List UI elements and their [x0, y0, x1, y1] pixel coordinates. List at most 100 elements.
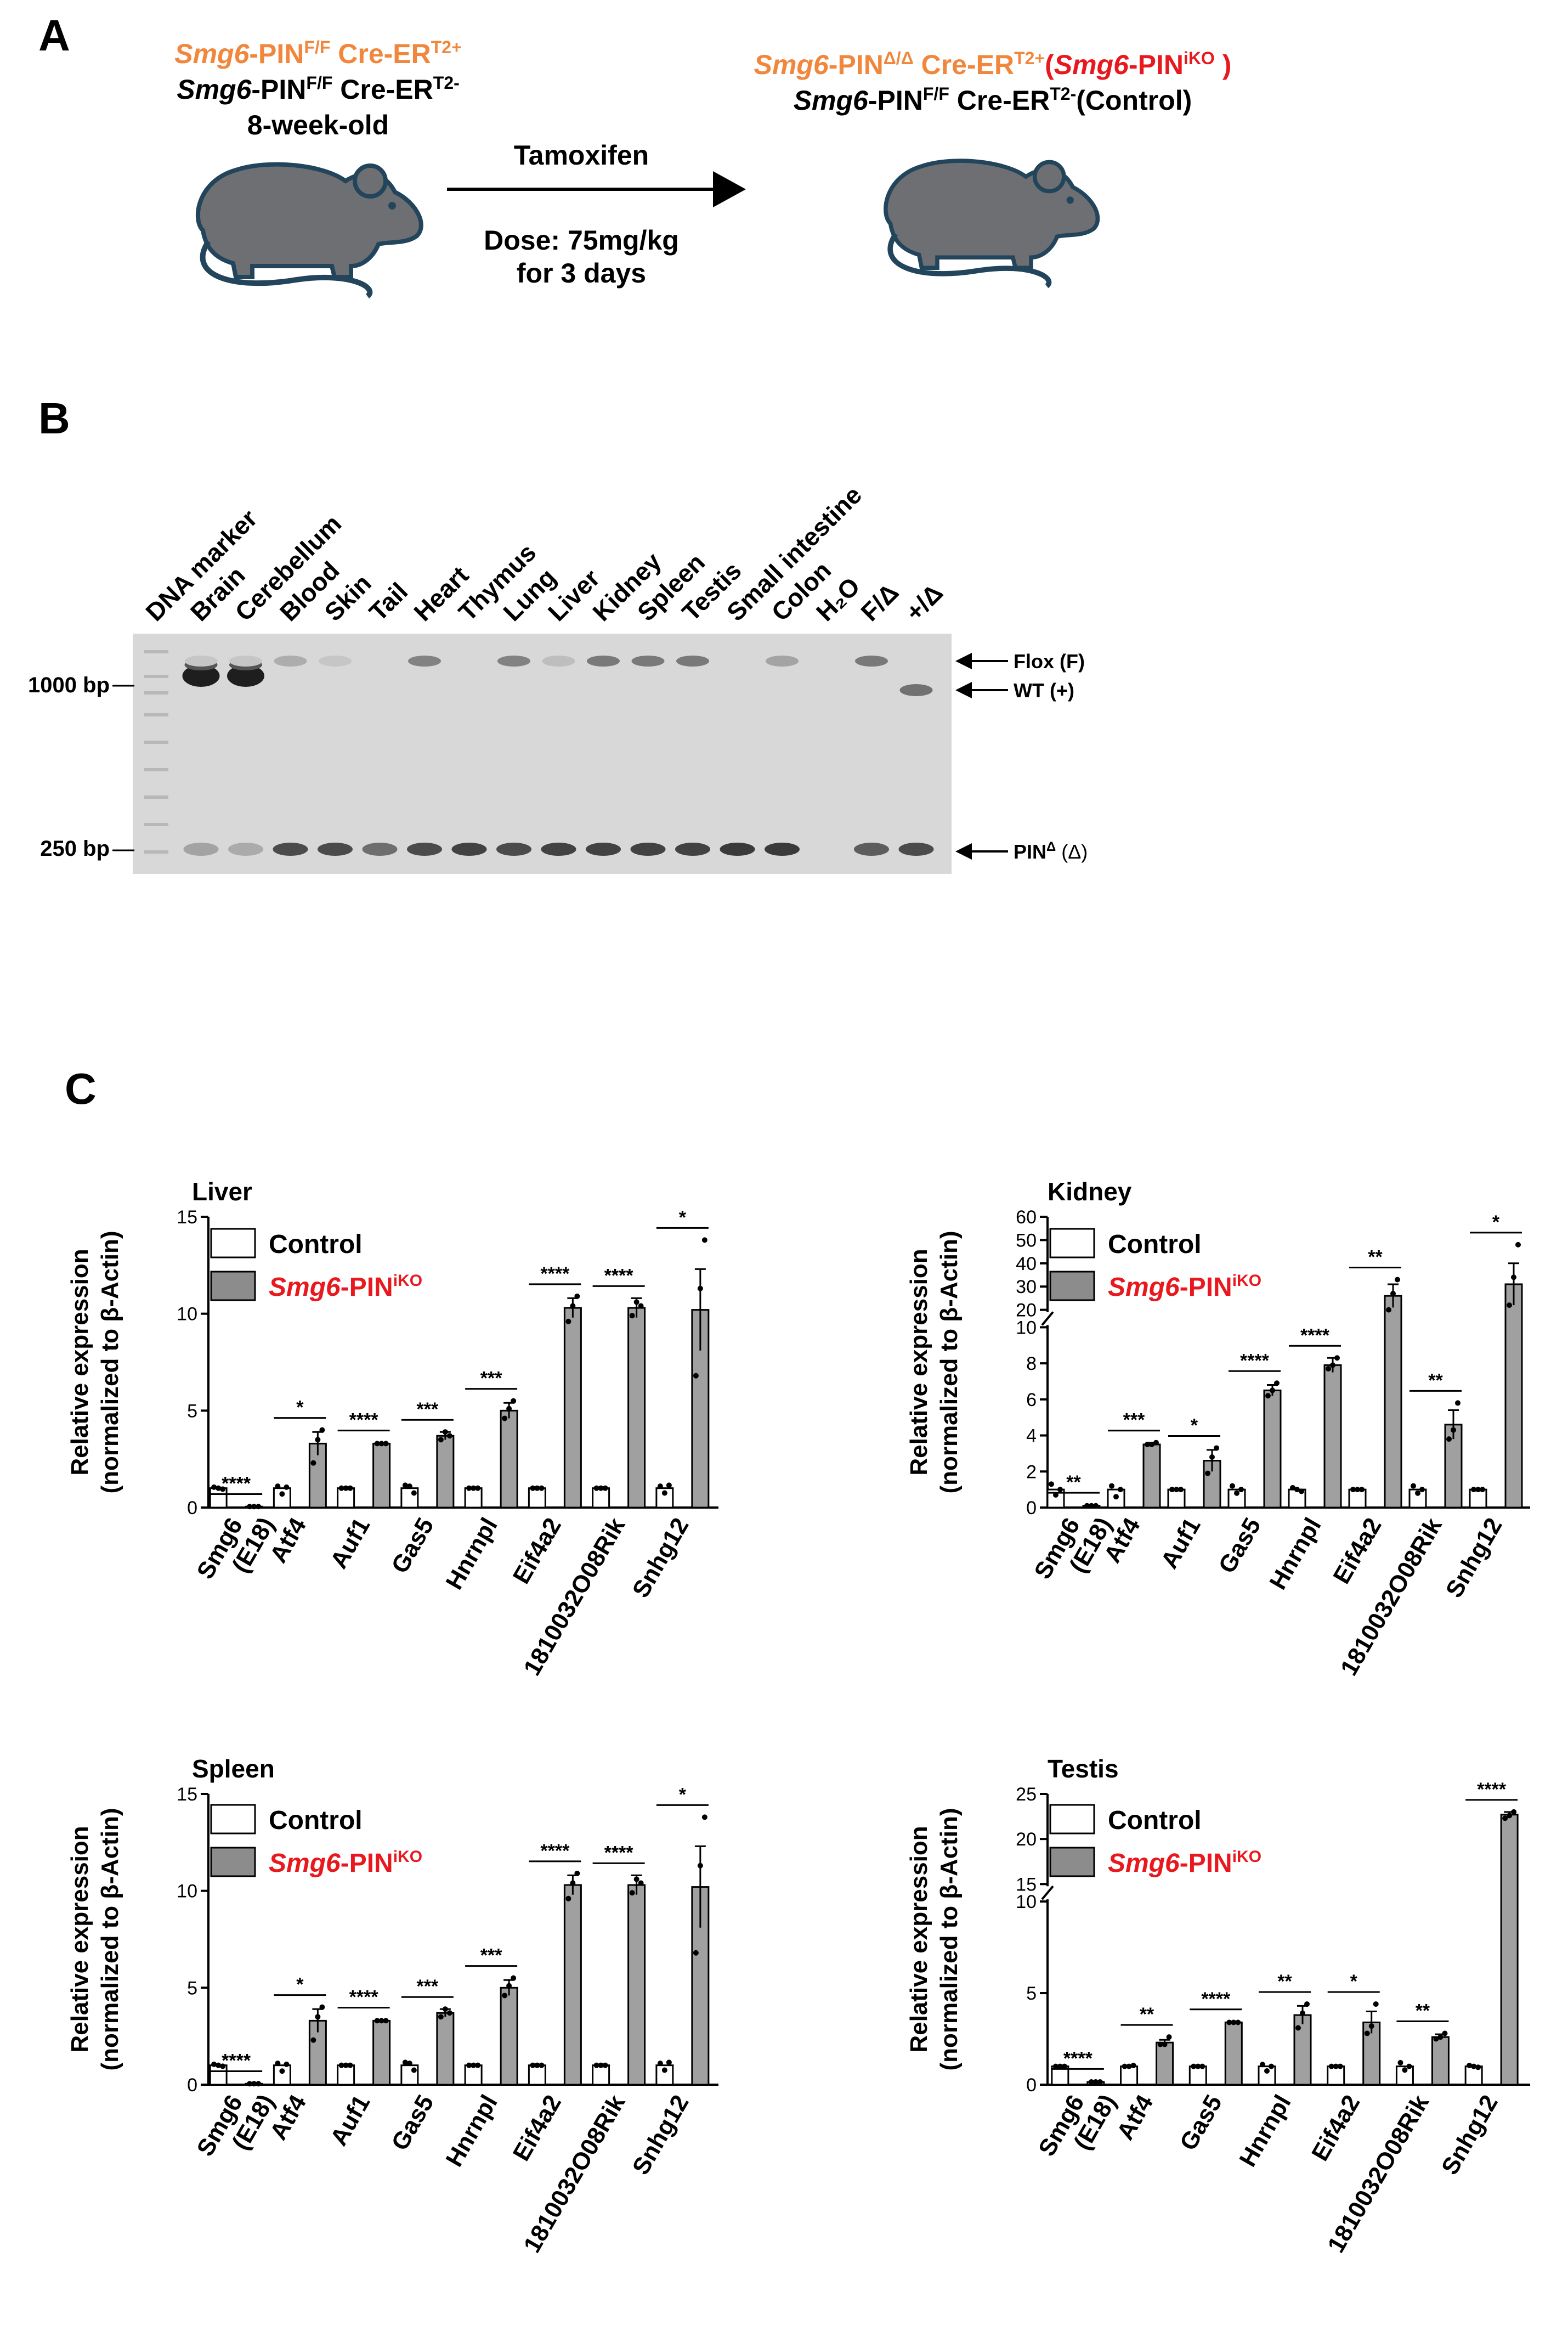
data-point	[275, 2061, 281, 2067]
data-point	[1174, 1487, 1179, 1493]
chart-title: Testis	[1048, 1754, 1119, 1783]
y-axis-label: (normalized to β-Actin)	[97, 1808, 123, 2070]
data-point	[275, 1483, 281, 1489]
gel-band	[586, 843, 621, 856]
data-point	[1093, 1503, 1099, 1509]
chart-liver: Liver Relative expression (normalized to β…	[66, 1177, 718, 1680]
data-point	[1326, 1365, 1331, 1371]
gel-band	[631, 656, 665, 667]
x-tick-label: Gas5	[386, 1514, 439, 1578]
data-point	[1364, 2030, 1370, 2036]
data-point	[402, 2059, 408, 2065]
x-tick-label: Atf4	[1112, 2090, 1158, 2144]
data-point	[1089, 1503, 1094, 1509]
data-point	[539, 2062, 545, 2068]
significance-label: **	[1066, 1472, 1081, 1493]
significance-label: ****	[1063, 2048, 1093, 2069]
bar-control	[337, 2064, 355, 2086]
size-250bp: 250 bp	[40, 837, 110, 861]
data-point	[220, 1486, 226, 1492]
y-tick-label: 10	[177, 1881, 197, 1902]
chart-legend: Control Smg6-PINiKO	[210, 1228, 422, 1302]
data-point	[1299, 1488, 1304, 1494]
band-pin-annotation: PINΔ (Δ)	[955, 839, 1088, 863]
data-point	[1455, 1400, 1461, 1406]
x-tick-label: Auf1	[325, 2091, 375, 2151]
x-tick-label: Gas5	[386, 2091, 439, 2155]
data-point	[1088, 2079, 1094, 2085]
chart-legend: Control Smg6-PINiKO	[1049, 1228, 1261, 1302]
left-genotype-line2: Smg6-PINF/F Cre-ERT2-	[177, 73, 460, 105]
data-point	[511, 1975, 517, 1981]
data-point	[1437, 2034, 1444, 2040]
data-point	[247, 2081, 253, 2087]
data-point	[1153, 1440, 1159, 1446]
data-point	[511, 1398, 517, 1404]
x-tick-label: Gas5	[1213, 1514, 1266, 1578]
x-tick-label: Hnrnpl	[1234, 2091, 1296, 2171]
data-point	[1084, 1503, 1090, 1509]
gel-band	[274, 656, 307, 667]
x-tick-label: Smg6(E18)	[191, 2076, 280, 2175]
gel-band	[496, 843, 531, 856]
bar-ko	[1263, 1389, 1282, 1509]
data-point	[701, 1237, 707, 1243]
y-tick-label: 20	[1016, 1829, 1037, 1850]
bar-control	[1188, 2065, 1207, 2086]
ladder-band	[144, 691, 168, 695]
data-point	[1290, 1485, 1295, 1491]
data-point	[402, 1482, 408, 1488]
chart-title: Liver	[192, 1177, 252, 1206]
data-point	[1515, 1241, 1521, 1248]
mouse-icon	[884, 159, 1100, 289]
data-point	[666, 2059, 672, 2065]
data-point	[1333, 2063, 1339, 2069]
ladder-band	[144, 741, 168, 744]
chart-spleen: Spleen Relative expression (normalized to …	[66, 1754, 718, 2257]
significance-label: ****	[349, 1987, 379, 2008]
data-point	[598, 1485, 604, 1491]
significance-label: **	[1140, 2004, 1154, 2025]
bar-control	[273, 1487, 291, 1509]
data-point	[1294, 1487, 1300, 1493]
y-tick-label: 5	[187, 1401, 197, 1421]
y-tick-label: 15	[177, 1784, 197, 1805]
gel-band	[407, 843, 442, 856]
data-point	[471, 2062, 477, 2068]
data-point	[1406, 2063, 1412, 2069]
data-point	[1235, 2019, 1241, 2025]
data-point	[1052, 2063, 1058, 2069]
data-point	[1118, 1487, 1123, 1493]
data-point	[633, 1876, 639, 1882]
axis-break-mark	[1041, 1311, 1054, 1326]
data-point	[1397, 2059, 1403, 2065]
panel-b-letter: B	[38, 394, 70, 443]
data-point	[506, 1406, 512, 1412]
data-point	[1471, 1487, 1476, 1493]
data-point	[530, 1485, 536, 1491]
data-point	[1145, 1441, 1150, 1447]
bar-ko	[1142, 1443, 1161, 1509]
ladder-band	[144, 795, 168, 799]
gel-lane-label: Liver	[542, 563, 605, 626]
data-point	[1130, 2062, 1136, 2068]
data-point	[411, 2067, 417, 2073]
data-point	[1467, 2062, 1473, 2068]
data-point	[1157, 2041, 1163, 2047]
gel-band	[899, 684, 933, 696]
data-point	[1446, 1436, 1452, 1442]
data-point	[1334, 1355, 1340, 1361]
significance-label: ****	[540, 1263, 570, 1284]
gel-lane-label: +/Δ	[900, 578, 948, 626]
x-tick-label: Hnrnpl	[1264, 1514, 1326, 1594]
data-point	[602, 1485, 608, 1491]
bar-ko	[436, 1435, 455, 1509]
y-tick-label: 0	[1026, 2075, 1037, 2096]
data-point	[1226, 2019, 1232, 2025]
gel-band	[319, 656, 352, 667]
data-point	[1166, 2034, 1172, 2040]
significance-label: **	[1368, 1246, 1383, 1267]
legend-swatch-ko	[210, 1847, 256, 1877]
y-axis-label: Relative expression	[905, 1826, 932, 2052]
data-point	[629, 1313, 635, 1319]
